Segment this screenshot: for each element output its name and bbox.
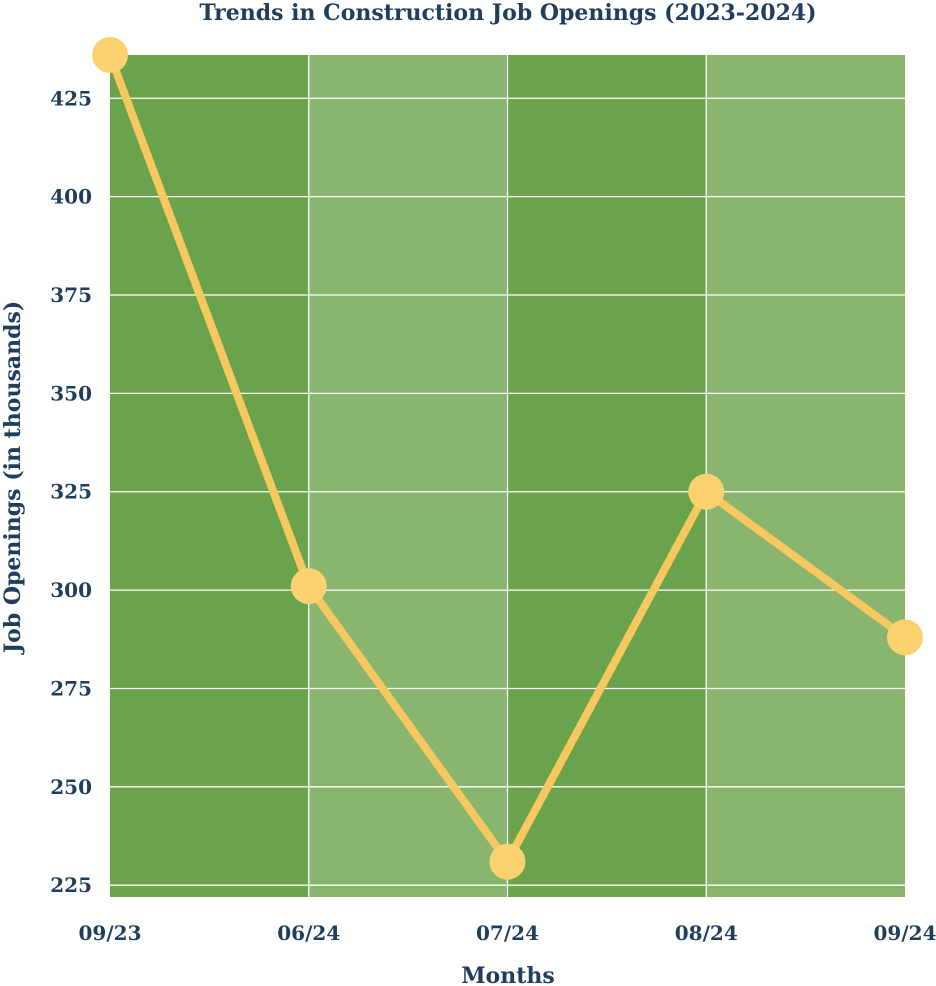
x-axis-title: Months: [461, 963, 555, 986]
plot-band: [507, 55, 707, 897]
x-tick-label: 07/24: [476, 921, 539, 945]
y-tick-label: 250: [50, 775, 92, 799]
y-tick-label: 400: [50, 185, 92, 209]
y-axis-ticks: 225 250 275 300 325 350 375 400 425: [50, 86, 92, 897]
y-tick-label: 350: [50, 381, 92, 405]
chart-title: Trends in Construction Job Openings (202…: [199, 0, 816, 26]
y-tick-label: 375: [50, 283, 92, 307]
data-point: [290, 568, 327, 605]
plot-band: [308, 55, 508, 897]
grid-lines: [110, 55, 905, 897]
x-tick-label: 09/24: [874, 921, 936, 945]
data-point: [489, 843, 526, 880]
x-tick-label: 09/23: [79, 921, 142, 945]
y-tick-label: 300: [50, 578, 92, 602]
plot-band: [110, 55, 309, 897]
y-axis-title: Job Openings (in thousands): [0, 301, 26, 656]
y-tick-label: 425: [50, 86, 92, 110]
data-point: [688, 473, 725, 510]
x-tick-label: 08/24: [675, 921, 738, 945]
plot-band: [706, 55, 905, 897]
y-tick-label: 325: [50, 480, 92, 504]
x-tick-label: 06/24: [277, 921, 340, 945]
y-tick-label: 225: [50, 873, 92, 897]
series-group: [92, 37, 923, 880]
y-tick-label: 275: [50, 676, 92, 700]
data-point: [92, 37, 128, 73]
data-point: [887, 619, 923, 656]
plot-background: [110, 55, 905, 897]
x-axis-ticks: 09/23 06/24 07/24 08/24 09/24: [79, 921, 936, 945]
